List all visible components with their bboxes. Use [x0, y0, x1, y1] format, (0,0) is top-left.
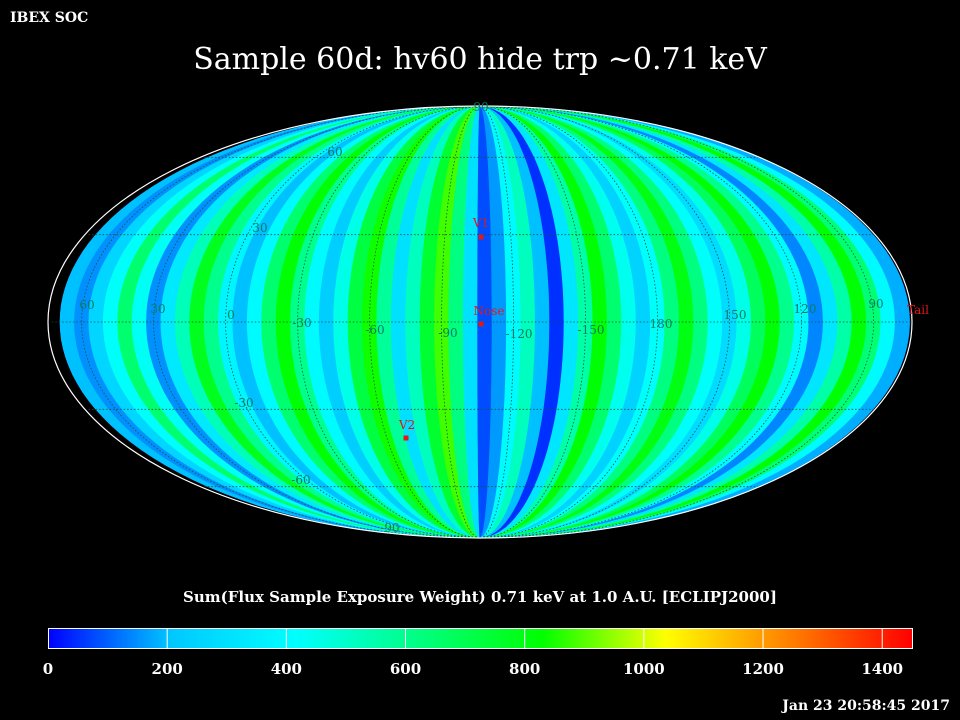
graticule-meridian — [479, 105, 659, 539]
longitude-label: 0 — [227, 308, 235, 322]
graticule-meridian — [479, 105, 731, 539]
org-label: IBEX SOC — [10, 10, 89, 26]
map-border — [47, 105, 913, 539]
graticule-meridian — [153, 105, 481, 539]
longitude-label: 90 — [868, 297, 884, 311]
longitude-label: -30 — [292, 316, 312, 330]
marker-point — [403, 435, 409, 441]
colorbar — [48, 628, 913, 649]
colorbar-tick-label: 1200 — [742, 660, 784, 678]
graticule-meridian — [225, 105, 481, 539]
colorbar-tick-label: 600 — [389, 660, 422, 678]
longitude-label: -60 — [365, 323, 385, 337]
longitude-label: -150 — [577, 323, 605, 337]
longitude-label: 30 — [150, 302, 166, 316]
colorbar-tick-label: 400 — [270, 660, 302, 678]
marker-label: V1 — [472, 216, 490, 230]
graticule-meridian — [479, 105, 587, 539]
latitude-label: -30 — [234, 396, 254, 410]
marker-label: Tail — [907, 303, 929, 317]
marker-point — [478, 234, 484, 240]
latitude-label: -60 — [291, 473, 311, 487]
colorbar-tick-label: 800 — [509, 660, 541, 678]
marker-label: V2 — [398, 418, 416, 432]
marker-label: Nose — [473, 304, 505, 318]
chart-title: Sample 60d: hv60 hide trp ~0.71 keV — [193, 42, 767, 77]
longitude-label: 150 — [723, 308, 747, 322]
graticule-meridian — [297, 105, 481, 539]
graticule-meridian — [441, 105, 481, 539]
graticule-meridian — [81, 105, 481, 539]
colorbar-tick-label: 1000 — [622, 660, 665, 678]
latitude-label: 30 — [252, 221, 268, 235]
longitude-label: -90 — [438, 326, 458, 340]
latitude-label: 60 — [327, 145, 343, 159]
latitude-label: 90 — [473, 100, 489, 114]
colorbar-label: Sum(Flux Sample Exposure Weight) 0.71 ke… — [183, 588, 777, 606]
longitude-label: 120 — [793, 302, 817, 316]
colorbar-tick-label: 0 — [42, 660, 54, 678]
colorbar-gradient — [48, 628, 913, 649]
colorbar-tick-label: 200 — [151, 660, 183, 678]
graticule-meridian — [369, 105, 481, 539]
longitude-label: 180 — [649, 317, 673, 331]
colorbar-tick-label: 1400 — [861, 660, 904, 678]
latitude-label: -90 — [380, 521, 400, 535]
timestamp: Jan 23 20:58:45 2017 — [782, 698, 950, 714]
longitude-label: 60 — [79, 298, 95, 312]
marker-point — [478, 321, 484, 327]
longitude-label: -120 — [505, 327, 533, 341]
